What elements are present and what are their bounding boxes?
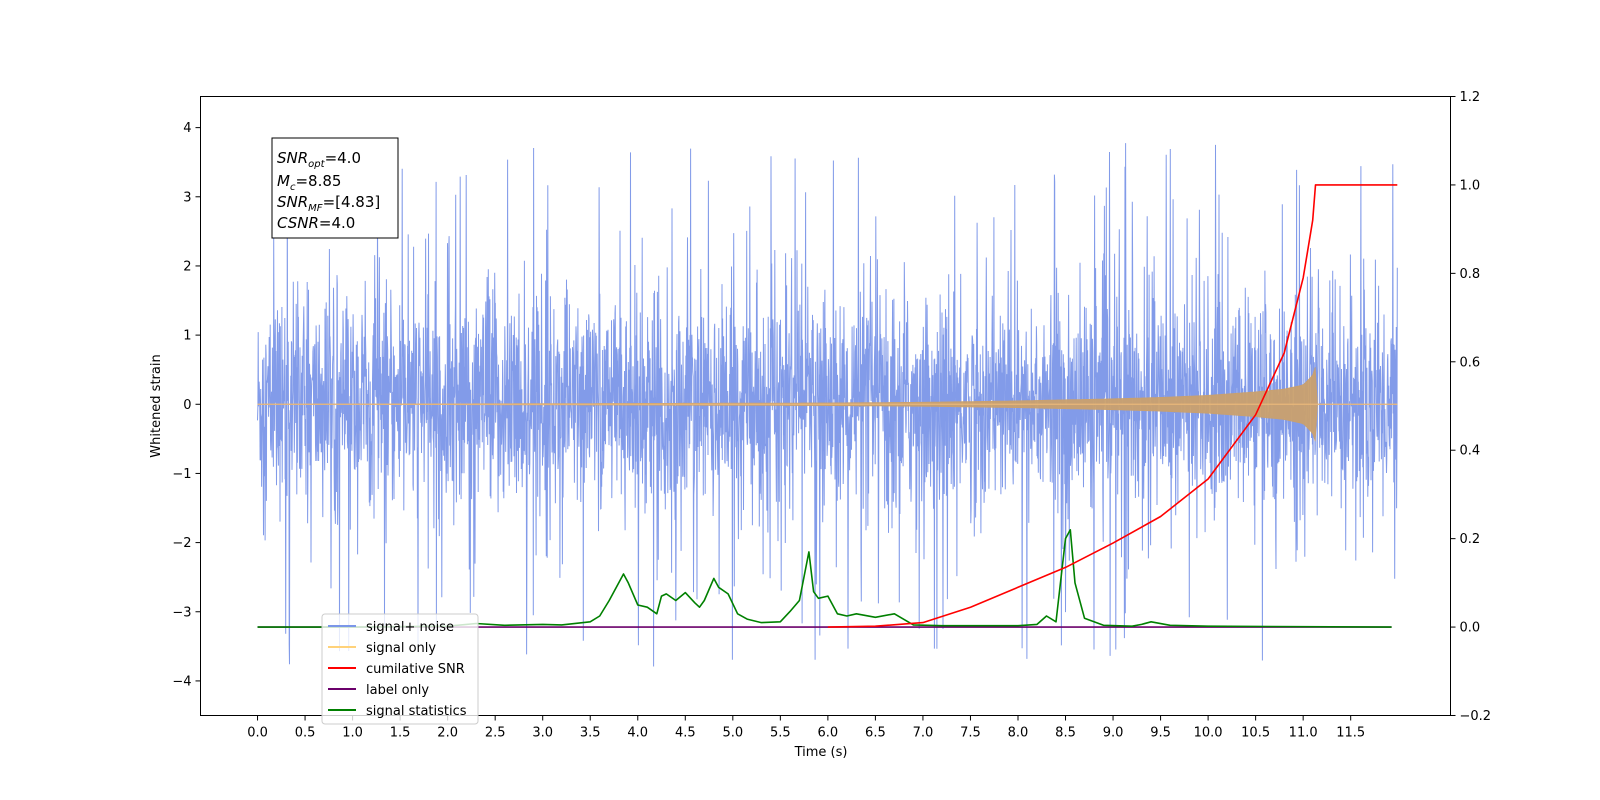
signal-series-layer [257, 367, 1398, 442]
legend-frame [321, 613, 479, 725]
noise-series-layer [257, 143, 1398, 667]
x-tick-label: 10.5 [1241, 726, 1270, 741]
annotation-snr-opt: SNRopt=4.0 [277, 149, 361, 170]
x-tick-label: 10.0 [1194, 726, 1223, 741]
annotation-snr-mf: SNRMF=[4.83] [277, 193, 380, 214]
y-tick-label: 3 [183, 190, 191, 205]
x-tick-label: 4.0 [627, 726, 648, 741]
y-tick-label: −2 [172, 536, 191, 551]
x-tick-label: 8.5 [1055, 726, 1076, 741]
right-y-tick-label: 1.0 [1460, 178, 1481, 193]
x-tick-label: 1.0 [342, 726, 363, 741]
right-y-tick-label: 0.8 [1460, 267, 1481, 282]
right-y-tick-label: −0.2 [1460, 709, 1492, 724]
y-axis-ticks: 4 3 2 1 0 −1 −2 −3 −4 [172, 121, 201, 689]
annotation-csnr: CSNR=4.0 [277, 214, 355, 232]
legend-label-label: label only [366, 683, 429, 698]
x-tick-label: 5.5 [770, 726, 791, 741]
x-axis-label: Time (s) [794, 745, 848, 760]
y-tick-label: 1 [183, 329, 191, 344]
x-tick-label: 7.0 [913, 726, 934, 741]
y-tick-label: −1 [172, 467, 191, 482]
signal-noise-line [257, 143, 1398, 667]
annotation-mc: Mc=8.85 [277, 172, 341, 193]
x-tick-label: 11.0 [1289, 726, 1318, 741]
right-y-tick-label: 0.6 [1460, 355, 1481, 370]
signal-statistics-line [257, 529, 1392, 628]
right-y-tick-label: 0.2 [1460, 532, 1481, 547]
x-tick-label: 9.0 [1103, 726, 1124, 741]
right-y-tick-label: 1.2 [1460, 90, 1481, 105]
x-tick-label: 1.5 [390, 726, 411, 741]
right-y-axis-ticks: 1.2 1.0 0.8 0.6 0.4 0.2 0.0 −0.2 [1450, 90, 1492, 724]
y-tick-label: 0 [183, 398, 191, 413]
y-tick-label: 4 [183, 121, 191, 136]
x-tick-label: 6.0 [818, 726, 839, 741]
plot-frame [200, 96, 1451, 716]
right-y-tick-label: 0.0 [1460, 621, 1481, 636]
x-axis-ticks: 0.0 0.5 1.0 1.5 2.0 2.5 3.0 3.5 4.0 4.5 5.0 5.5 6.0 6… [247, 715, 1365, 741]
x-tick-label: 0.0 [247, 726, 268, 741]
x-tick-label: 4.5 [675, 726, 696, 741]
x-tick-label: 3.0 [532, 726, 553, 741]
cumulative-snr-line [827, 184, 1398, 628]
y-axis-label: Whitened strain [149, 354, 164, 457]
x-tick-label: 6.5 [865, 726, 886, 741]
x-tick-label: 3.5 [580, 726, 601, 741]
legend-label-noise: signal+ noise [366, 620, 454, 635]
x-tick-label: 2.0 [437, 726, 458, 741]
x-tick-label: 0.5 [295, 726, 316, 741]
y-tick-label: −3 [172, 605, 191, 620]
annotation-box: SNRopt=4.0 Mc=8.85 SNRMF=[4.83] CSNR=4.0 [271, 137, 399, 239]
x-tick-label: 5.0 [722, 726, 743, 741]
x-tick-label: 9.5 [1150, 726, 1171, 741]
y-tick-label: −4 [172, 674, 191, 689]
x-tick-label: 2.5 [485, 726, 506, 741]
y-tick-label: 2 [183, 259, 191, 274]
legend: signal+ noise signal only cumilative SNR… [321, 613, 479, 725]
legend-label-statistics: signal statistics [366, 704, 467, 719]
x-tick-label: 11.5 [1336, 726, 1365, 741]
legend-label-cumulative-snr: cumilative SNR [366, 662, 465, 677]
x-tick-label: 8.0 [1008, 726, 1029, 741]
legend-label-signal: signal only [366, 641, 436, 656]
x-tick-label: 7.5 [960, 726, 981, 741]
right-y-tick-label: 0.4 [1460, 444, 1481, 459]
